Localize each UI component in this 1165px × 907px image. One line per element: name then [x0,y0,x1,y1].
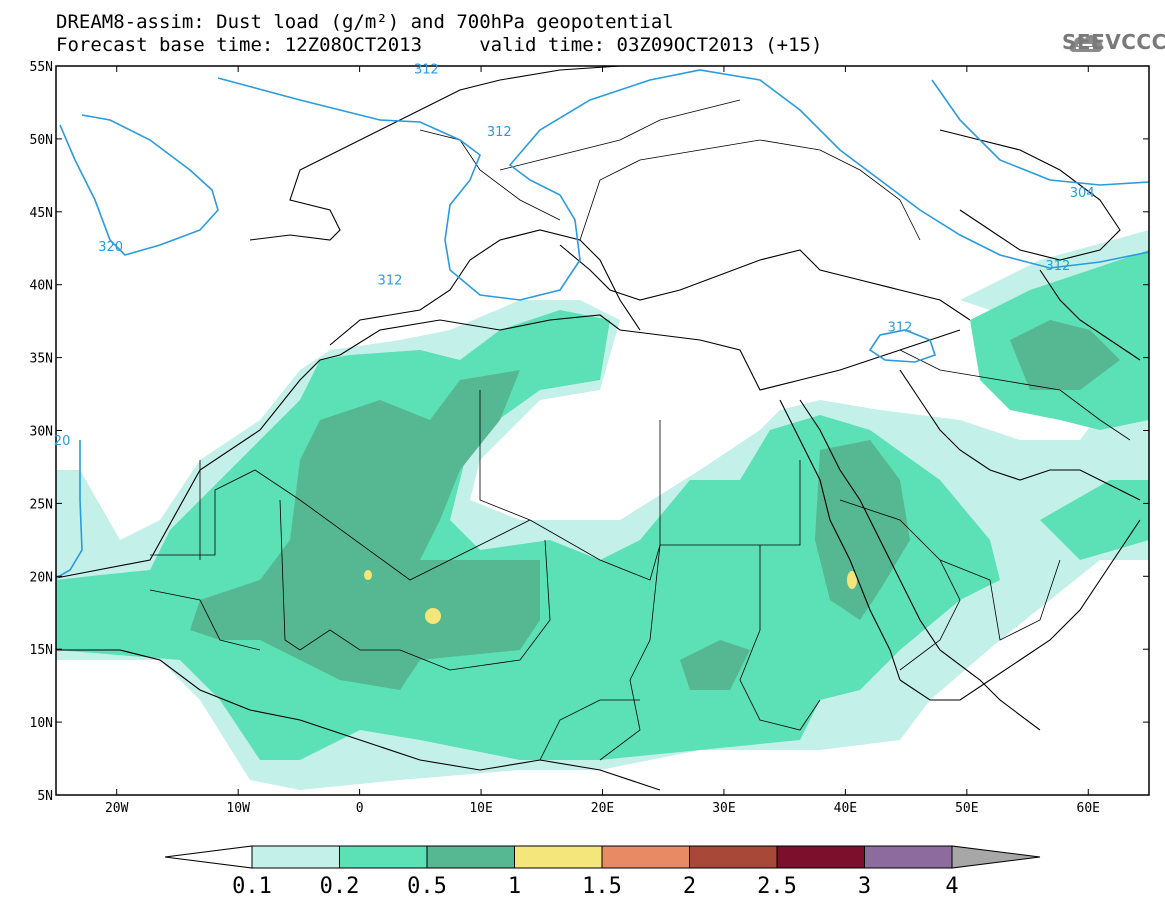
contour-label: 312 [888,320,913,335]
coastlines [56,66,1141,791]
dust-region-1.0 [364,570,372,580]
contour-labels: 312 312 320 312 304 312 312 20 [54,62,1095,449]
lon-tick-label: 60E [1077,801,1100,816]
colorbar-swatch [864,845,953,869]
colorbar-swatch [251,845,340,869]
seevccc-logo-text: SEEVCCC [1062,30,1165,54]
contour-label: 312 [487,125,512,140]
lat-tick-label: 55N [30,60,53,75]
colorbar-label: 0.5 [407,874,447,899]
colorbar-swatch [339,845,428,869]
dust-region-1.0 [425,608,441,624]
colorbar-swatch [776,845,865,869]
contour-label: 312 [414,62,439,77]
dust-region-0.5 [815,440,910,620]
dust-region-0.2 [1040,480,1149,560]
lat-tick-label: 15N [30,643,53,658]
lat-tick-label: 25N [30,497,53,512]
lon-tick-label: 40E [834,801,857,816]
colorbar-label: 1.5 [582,874,622,899]
lon-tick-label: 30E [712,801,735,816]
lon-tick-label: 10E [469,801,492,816]
lat-tick-label: 45N [30,206,53,221]
dust-region-0.5 [190,370,540,690]
colorbar-label: 1 [508,874,521,899]
lon-tick-label: 10W [226,801,250,816]
lat-tick-label: 50N [30,133,53,148]
contour-label: 20 [54,434,71,449]
colorbar-swatch [514,845,603,869]
colorbar-swatch [426,845,515,869]
colorbar-label: 0.1 [232,874,272,899]
lon-tick-label: 0 [356,801,364,816]
colorbar-label: 2 [683,874,696,899]
lon-tick-label: 20E [591,801,614,816]
country-borders [149,99,1131,761]
contour-label: 304 [1070,186,1095,201]
geopotential-contours [56,69,1149,579]
dust-region-1.0 [847,571,857,589]
map-title-line-2: Forecast base time: 12Z08OCT2013 valid t… [56,34,823,56]
colorbar-underflow-arrow [164,845,253,869]
colorbar-label: 2.5 [757,874,797,899]
contour-label: 320 [98,240,123,255]
dust-region-0.5 [680,640,750,690]
colorbar-swatch [601,845,690,869]
lat-tick-label: 5N [37,789,53,804]
lat-tick-label: 35N [30,352,53,367]
lon-tick-label: 50E [955,801,978,816]
colorbar-overflow-arrow [951,845,1041,869]
seevccc-cloud-logo-icon [1069,35,1103,52]
lon-tick-label: 20W [105,801,129,816]
colorbar-swatch [689,845,778,869]
colorbar-label: 3 [858,874,871,899]
lat-tick-label: 30N [30,425,53,440]
colorbar-label: 4 [945,874,958,899]
lat-tick-label: 10N [30,716,53,731]
latitude-axis: 55N 50N 45N 40N 35N 30N 25N 20N 15N 10N 5N [30,60,1149,804]
contour-label: 312 [378,274,403,289]
longitude-axis: 20W 10W 0 10E 20E 30E 40E 50E 60E [105,66,1100,816]
lat-tick-label: 40N [30,279,53,294]
lat-tick-label: 20N [30,570,53,585]
contour-label: 312 [1046,259,1071,274]
map-title-line-1: DREAM8-assim: Dust load (g/m²) and 700hP… [56,11,674,33]
colorbar-label: 0.2 [320,874,360,899]
dust-region-0.5 [1010,320,1120,390]
